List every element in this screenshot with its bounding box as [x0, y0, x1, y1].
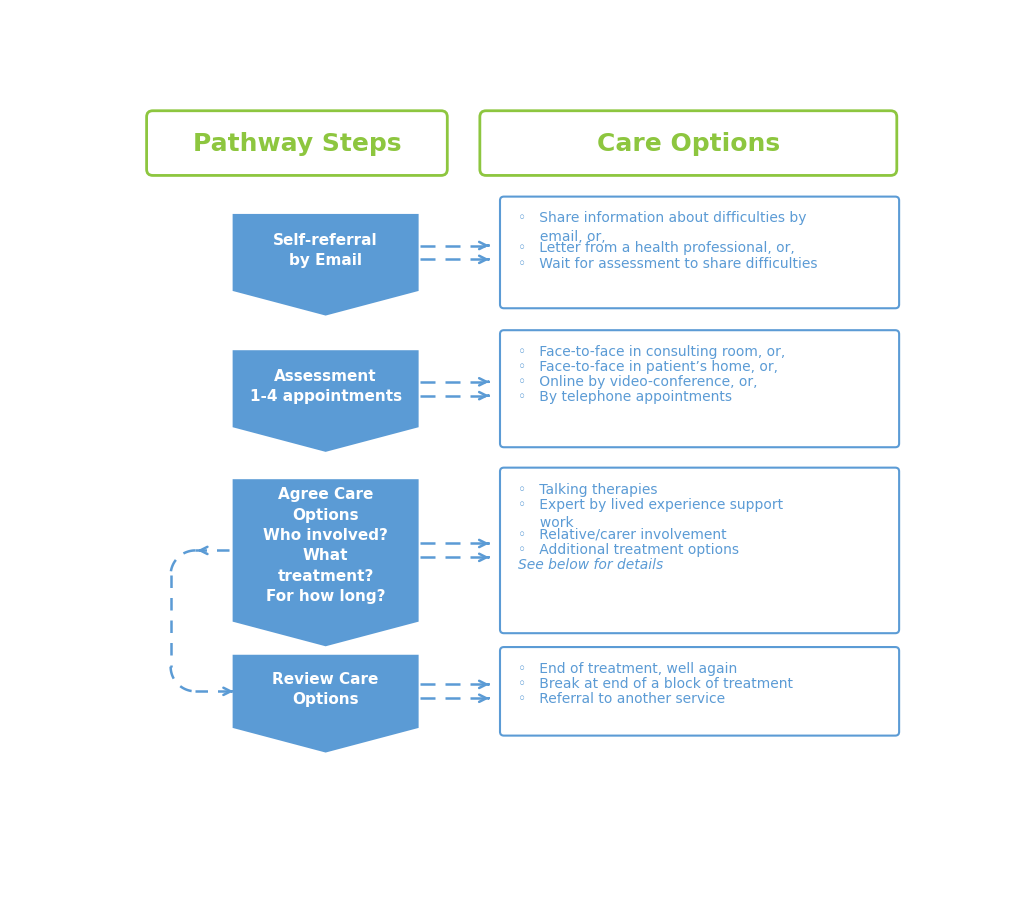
- Text: ◦   Additional treatment options: ◦ Additional treatment options: [518, 542, 739, 556]
- Text: Self-referral
by Email: Self-referral by Email: [273, 232, 378, 268]
- Polygon shape: [232, 655, 419, 752]
- Text: ◦   Talking therapies: ◦ Talking therapies: [518, 482, 657, 496]
- Polygon shape: [232, 351, 419, 453]
- Text: ◦   Relative/carer involvement: ◦ Relative/carer involvement: [518, 527, 726, 541]
- Text: ◦   Online by video-conference, or,: ◦ Online by video-conference, or,: [518, 374, 758, 389]
- Text: ◦   Wait for assessment to share difficulties: ◦ Wait for assessment to share difficult…: [518, 256, 817, 271]
- Text: ◦   Letter from a health professional, or,: ◦ Letter from a health professional, or,: [518, 241, 795, 255]
- Text: Care Options: Care Options: [597, 132, 780, 156]
- Text: Agree Care
Options
Who involved?
What
treatment?
For how long?: Agree Care Options Who involved? What tr…: [263, 486, 388, 604]
- Polygon shape: [232, 480, 419, 647]
- Text: ◦   Face-to-face in patient’s home, or,: ◦ Face-to-face in patient’s home, or,: [518, 360, 778, 374]
- Text: ◦   End of treatment, well again: ◦ End of treatment, well again: [518, 661, 737, 675]
- Text: ◦   Break at end of a block of treatment: ◦ Break at end of a block of treatment: [518, 676, 793, 691]
- FancyBboxPatch shape: [500, 648, 899, 736]
- Text: ◦   Face-to-face in consulting room, or,: ◦ Face-to-face in consulting room, or,: [518, 344, 785, 359]
- Text: ◦   Expert by lived experience support
     work: ◦ Expert by lived experience support wor…: [518, 497, 783, 529]
- Text: ◦   Share information about difficulties by
     email, or,: ◦ Share information about difficulties b…: [518, 211, 806, 243]
- Text: Pathway Steps: Pathway Steps: [193, 132, 401, 156]
- FancyBboxPatch shape: [480, 112, 897, 176]
- FancyBboxPatch shape: [500, 331, 899, 447]
- Polygon shape: [232, 215, 419, 316]
- Text: ◦   By telephone appointments: ◦ By telephone appointments: [518, 390, 732, 404]
- FancyBboxPatch shape: [146, 112, 447, 176]
- Text: Review Care
Options: Review Care Options: [272, 671, 379, 706]
- FancyBboxPatch shape: [500, 198, 899, 309]
- Text: See below for details: See below for details: [518, 557, 664, 571]
- Text: Assessment
1-4 appointments: Assessment 1-4 appointments: [250, 369, 401, 404]
- Text: ◦   Referral to another service: ◦ Referral to another service: [518, 691, 725, 705]
- FancyBboxPatch shape: [500, 468, 899, 633]
